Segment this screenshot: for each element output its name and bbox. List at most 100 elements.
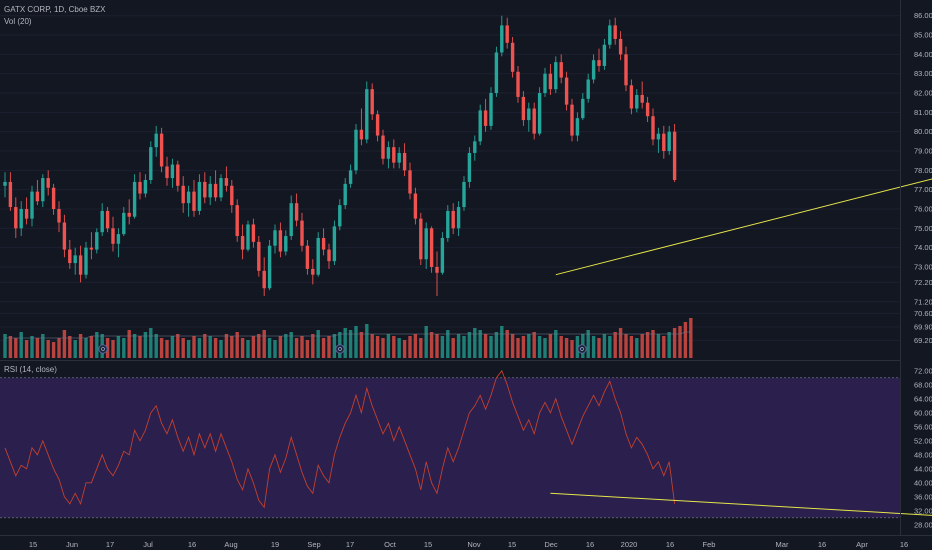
- candle: [456, 201, 461, 237]
- rsi-tick-label: 64.00: [914, 394, 932, 403]
- candle-body: [186, 191, 191, 204]
- candle: [246, 220, 250, 252]
- candle: [521, 91, 526, 126]
- volume-bar: [181, 338, 185, 358]
- time-tick-label: 19: [271, 540, 279, 549]
- volume-bar: [219, 340, 223, 358]
- candle: [537, 87, 542, 136]
- volume-bar: [192, 336, 196, 358]
- candle-body: [73, 255, 77, 264]
- rsi-tick-label: 28.00: [914, 520, 932, 529]
- volume-bar: [365, 324, 369, 358]
- volume-bar: [554, 330, 558, 358]
- dividend-markers: [98, 344, 587, 354]
- volume-legend[interactable]: Vol (20): [4, 17, 32, 26]
- volume-bar: [564, 338, 569, 358]
- volume-bar: [575, 336, 580, 358]
- volume-bar: [122, 338, 126, 358]
- candle: [429, 226, 434, 273]
- rsi-tick-label: 32.00: [914, 506, 932, 515]
- time-tick-label: 2020: [621, 540, 638, 549]
- candle: [381, 129, 385, 165]
- candle-body: [586, 79, 590, 99]
- volume-bar: [424, 326, 428, 358]
- candle-body: [219, 178, 223, 198]
- candle: [354, 123, 358, 175]
- rsi-trendline-segment[interactable]: [550, 492, 932, 525]
- volume-bar: [370, 334, 374, 358]
- time-tick-label: 16: [900, 540, 908, 549]
- symbol-legend[interactable]: GATX CORP, 1D, Cboe BZX: [4, 5, 106, 14]
- rsi-tick-label: 60.00: [914, 408, 932, 417]
- candle: [424, 222, 428, 269]
- candle-body: [662, 133, 666, 152]
- candle: [294, 193, 299, 227]
- volume-bar: [14, 338, 18, 358]
- candle-body: [203, 181, 207, 198]
- candle: [316, 232, 320, 277]
- candle-body: [478, 110, 482, 142]
- time-tick-label: 15: [508, 540, 516, 549]
- candle: [564, 71, 569, 111]
- candle-body: [516, 71, 520, 97]
- candle: [348, 164, 353, 188]
- candle-body: [138, 181, 142, 194]
- rsi-axis[interactable]: 72.00 68.00 64.00 60.00 56.00 52.00 48.00 44.00…: [914, 366, 932, 529]
- candle: [19, 201, 23, 237]
- candle-body: [332, 226, 337, 262]
- candle: [321, 228, 326, 256]
- volume-bar: [483, 334, 488, 358]
- candle: [46, 170, 50, 196]
- candle-body: [354, 129, 358, 171]
- volume-bar: [354, 326, 358, 358]
- candle: [116, 228, 121, 258]
- price-trendline-segment[interactable]: [555, 151, 932, 276]
- candle-body: [440, 237, 445, 273]
- volume-bar: [505, 330, 509, 358]
- price-tick-label: 78.00: [914, 166, 932, 175]
- candle: [446, 205, 450, 242]
- price-trendline[interactable]: [555, 149, 932, 276]
- candle-body: [51, 187, 56, 209]
- candle: [159, 127, 164, 173]
- time-axis[interactable]: 15 Jun 17 Jul 16 Aug 19 Sep 17 Oct 15 Nov 15 Dec 16 202…: [29, 540, 908, 549]
- volume-bar: [413, 334, 418, 358]
- candle: [473, 135, 477, 161]
- volume-bar: [257, 334, 261, 358]
- candle-body: [359, 129, 364, 140]
- volume-bar: [597, 338, 601, 358]
- volume-bar: [532, 332, 536, 358]
- candle: [8, 172, 13, 211]
- price-tick-label: 76.00: [914, 204, 932, 213]
- candle: [645, 96, 650, 123]
- candle: [267, 239, 272, 291]
- candle-body: [473, 141, 477, 153]
- price-tick-label: 77.00: [914, 185, 932, 194]
- candle: [500, 15, 504, 57]
- volume-bar: [73, 340, 77, 358]
- candle-body: [424, 228, 428, 260]
- candle-body: [505, 25, 509, 43]
- price-axis[interactable]: 86.00 85.00 84.00 83.00 82.00 81.00 80.00 79.00…: [914, 11, 932, 345]
- volume-bar: [473, 328, 477, 358]
- volume-bar: [629, 336, 634, 358]
- rsi-trendline[interactable]: [550, 492, 932, 528]
- volume-bar: [170, 336, 175, 358]
- candle-body: [500, 25, 504, 53]
- candle-body: [267, 245, 272, 289]
- rsi-tick-label: 40.00: [914, 478, 932, 487]
- volume-bar: [462, 336, 466, 358]
- rsi-tick-label: 44.00: [914, 464, 932, 473]
- candle: [240, 224, 245, 260]
- candle-body: [3, 181, 7, 186]
- time-tick-label: Jul: [143, 540, 153, 549]
- price-tick-label: 81.00: [914, 108, 932, 117]
- volume-bar: [24, 340, 29, 358]
- price-tick-label: 83.00: [914, 69, 932, 78]
- candle: [586, 73, 590, 103]
- rsi-legend[interactable]: RSI (14, close): [4, 365, 57, 374]
- volume-bar: [527, 334, 531, 358]
- candle-body: [24, 208, 29, 219]
- volume-bar: [111, 340, 115, 358]
- volume-bar: [176, 334, 180, 358]
